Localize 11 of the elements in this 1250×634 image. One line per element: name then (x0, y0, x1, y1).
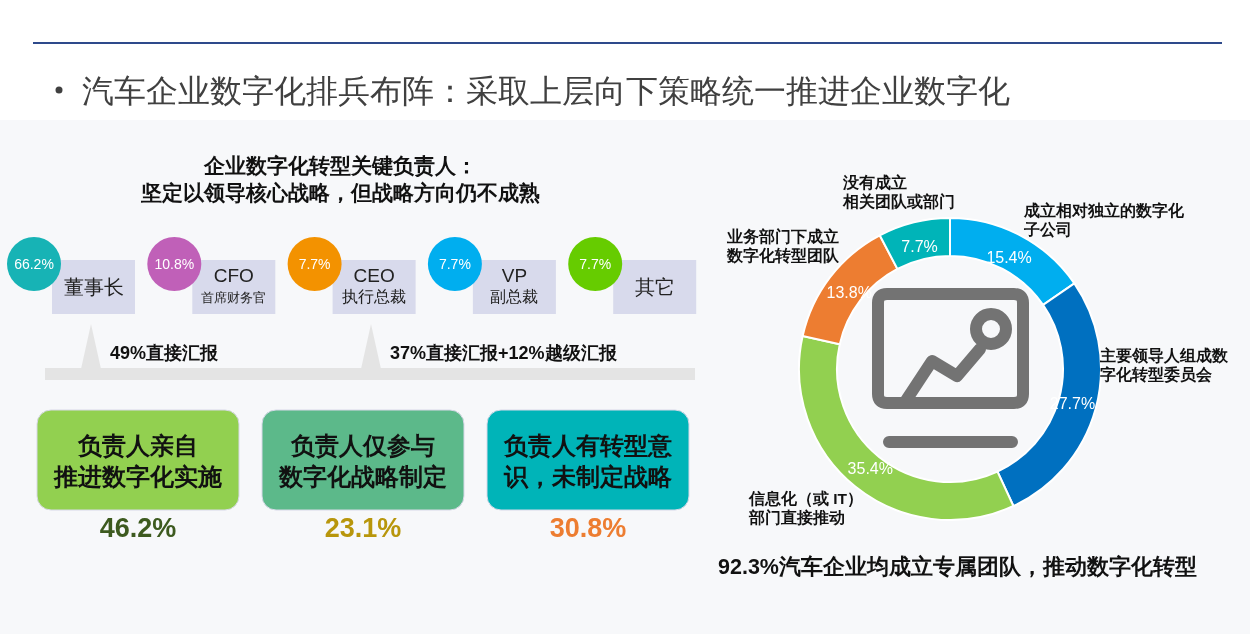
slice-label: 成立相对独立的数字化子公司 (1023, 201, 1185, 238)
category-label: 负责人有转型意识，未制定战略 (503, 431, 673, 490)
text: 92.3%汽车企业均成立专属团队，推动数字化转型 (718, 554, 1197, 579)
data-label: 23.1% (324, 513, 402, 543)
data-label: 46.2% (99, 513, 177, 543)
category-label: 负责人仅参与数字化战略制定 (278, 431, 447, 490)
data-label: 35.4% (847, 459, 893, 477)
slice-label: 主要领导人组成数字化转型委员会 (1099, 346, 1229, 383)
slice-label: 信息化（或 IT）部门直接推动 (748, 490, 864, 526)
category-label: 负责人亲自推进数字化实施 (53, 431, 222, 490)
data-label: 30.8% (549, 513, 627, 543)
